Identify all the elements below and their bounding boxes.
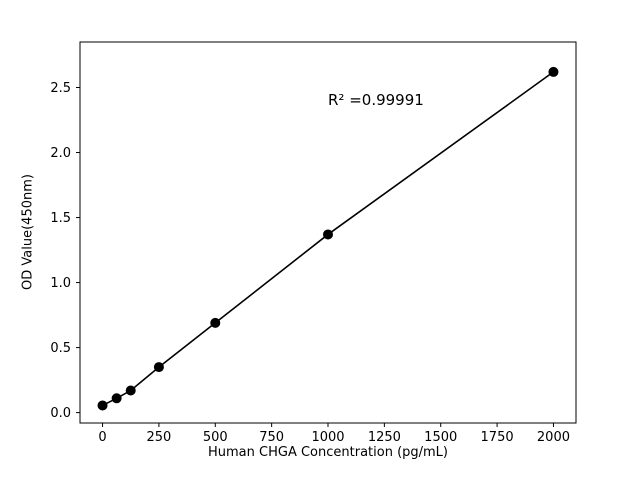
data-point bbox=[125, 385, 136, 396]
y-tick-label: 0.0 bbox=[50, 406, 71, 421]
data-point bbox=[548, 66, 559, 77]
data-point bbox=[97, 400, 108, 411]
x-axis-label: Human CHGA Concentration (pg/mL) bbox=[208, 445, 448, 460]
r-squared-annotation: R² =0.99991 bbox=[328, 91, 424, 109]
x-tick-label: 500 bbox=[203, 430, 228, 445]
x-tick-label: 0 bbox=[98, 430, 106, 445]
x-tick-label: 2000 bbox=[537, 430, 570, 445]
x-tick-label: 1000 bbox=[311, 430, 344, 445]
y-axis-label: OD Value(450nm) bbox=[20, 174, 36, 290]
x-tick-label: 1250 bbox=[368, 430, 401, 445]
data-point bbox=[210, 317, 221, 328]
x-tick-label: 1500 bbox=[424, 430, 457, 445]
y-tick-label: 2.0 bbox=[50, 146, 71, 161]
data-point bbox=[323, 229, 333, 240]
x-tick-label: 1750 bbox=[481, 430, 514, 445]
x-tick-label: 750 bbox=[259, 430, 284, 445]
y-tick-label: 2.5 bbox=[50, 81, 71, 96]
x-tick-label: 250 bbox=[146, 430, 171, 445]
data-point bbox=[111, 393, 122, 404]
y-tick-label: 0.5 bbox=[50, 341, 71, 356]
y-tick-label: 1.0 bbox=[50, 276, 71, 291]
data-point bbox=[153, 362, 164, 373]
y-tick-label: 1.5 bbox=[50, 211, 71, 226]
